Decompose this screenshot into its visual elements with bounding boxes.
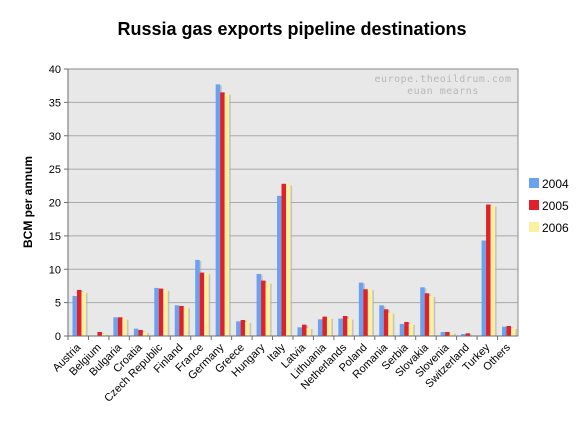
bar-hungary-2006 xyxy=(265,282,271,336)
bar-serbia-2005 xyxy=(404,321,409,336)
bar-others-2005 xyxy=(506,325,512,336)
bar-italy-2005 xyxy=(281,183,287,336)
y-tick-label: 35 xyxy=(49,97,61,109)
watermark-line: euan mearns xyxy=(407,86,479,97)
legend-swatch-2006 xyxy=(529,222,539,232)
bar-slovenia-2006 xyxy=(449,332,455,336)
bar-netherlands-2004 xyxy=(338,318,343,336)
bar-france-2004 xyxy=(195,259,200,336)
bar-belgium-2006 xyxy=(101,333,107,336)
chart-title: Russia gas exports pipeline destinations xyxy=(117,19,466,39)
y-tick-label: 0 xyxy=(55,331,61,343)
bar-poland-2005 xyxy=(363,289,368,336)
bar-finland-2005 xyxy=(179,305,184,336)
bar-bulgaria-2006 xyxy=(122,318,127,336)
bar-bulgaria-2005 xyxy=(117,317,123,336)
bar-lithuania-2006 xyxy=(326,317,332,336)
bar-netherlands-2006 xyxy=(347,318,352,336)
bar-italy-2004 xyxy=(277,195,282,336)
bar-croatia-2004 xyxy=(133,328,139,336)
legend-label-2004: 2004 xyxy=(542,177,569,191)
bar-croatia-2006 xyxy=(142,331,148,336)
bar-slovakia-2005 xyxy=(424,293,430,336)
bar-greece-2004 xyxy=(236,321,241,336)
bar-greece-2005 xyxy=(240,319,246,336)
bar-poland-2004 xyxy=(358,282,364,336)
bar-croatia-2005 xyxy=(138,329,143,336)
bar-latvia-2004 xyxy=(297,327,302,336)
bar-czech-republic-2004 xyxy=(154,287,159,336)
y-tick-label: 15 xyxy=(49,231,61,243)
bar-germany-2006 xyxy=(224,93,230,336)
bar-austria-2004 xyxy=(72,295,77,336)
bar-netherlands-2005 xyxy=(342,315,348,336)
legend: 2004 2005 2006 xyxy=(529,177,569,235)
plot-area: 0510152025303540AustriaBelgiumBulgariaCr… xyxy=(49,64,519,405)
y-tick-label: 40 xyxy=(49,64,61,76)
bar-bulgaria-2004 xyxy=(113,317,118,336)
bar-others-2004 xyxy=(502,326,507,336)
bar-lithuania-2005 xyxy=(322,316,327,336)
bar-lithuania-2004 xyxy=(317,319,323,336)
bar-france-2005 xyxy=(199,272,205,336)
bar-poland-2006 xyxy=(367,289,373,336)
bar-austria-2005 xyxy=(76,289,82,336)
bar-austria-2006 xyxy=(81,291,86,336)
bar-finland-2004 xyxy=(174,305,180,336)
bar-greece-2006 xyxy=(245,321,250,336)
legend-label-2006: 2006 xyxy=(542,221,569,235)
bar-latvia-2006 xyxy=(306,327,311,336)
bar-slovenia-2004 xyxy=(440,331,446,336)
y-tick-label: 10 xyxy=(49,264,61,276)
bar-slovakia-2004 xyxy=(420,287,425,336)
bar-serbia-2006 xyxy=(408,323,414,336)
bar-belgium-2005 xyxy=(97,331,102,336)
bar-turkey-2004 xyxy=(481,240,487,336)
bar-czech-republic-2005 xyxy=(158,288,164,336)
bar-turkey-2006 xyxy=(490,205,496,336)
legend-swatch-2004 xyxy=(529,178,539,188)
watermark-line: europe.theoildrum.com xyxy=(375,74,512,85)
bar-france-2006 xyxy=(204,273,209,336)
bar-hungary-2004 xyxy=(256,273,262,336)
bar-switzerland-2004 xyxy=(461,333,466,336)
bar-slovakia-2006 xyxy=(429,295,434,336)
bar-czech-republic-2006 xyxy=(163,289,168,336)
bar-italy-2006 xyxy=(286,184,291,336)
bar-romania-2006 xyxy=(388,312,393,336)
bar-slovenia-2005 xyxy=(445,331,450,336)
y-tick-label: 30 xyxy=(49,131,61,143)
bar-switzerland-2005 xyxy=(465,333,471,336)
y-tick-label: 25 xyxy=(49,164,61,176)
y-tick-label: 5 xyxy=(55,298,61,310)
y-axis-label: BCM per annum xyxy=(21,156,35,248)
bar-hungary-2005 xyxy=(261,280,266,336)
bar-romania-2005 xyxy=(383,309,389,336)
legend-swatch-2005 xyxy=(529,200,539,210)
bar-germany-2004 xyxy=(215,84,221,336)
bar-others-2006 xyxy=(511,327,516,336)
bar-latvia-2005 xyxy=(301,324,307,336)
bar-romania-2004 xyxy=(379,305,384,336)
y-tick-label: 20 xyxy=(49,198,61,210)
bar-turkey-2005 xyxy=(486,204,491,336)
bar-germany-2005 xyxy=(220,92,225,336)
bar-finland-2006 xyxy=(183,307,189,336)
legend-label-2005: 2005 xyxy=(542,199,569,213)
bar-serbia-2004 xyxy=(399,323,405,336)
